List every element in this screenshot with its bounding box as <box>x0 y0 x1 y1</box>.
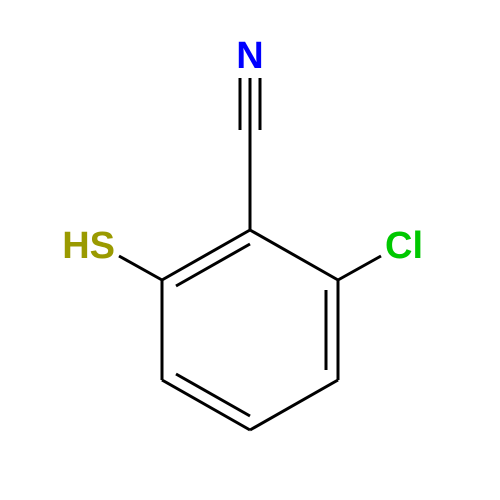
chlorine-label: Cl <box>385 225 423 267</box>
molecule-diagram: N HS Cl <box>0 0 500 500</box>
bond-c3-c4 <box>250 380 338 430</box>
bond-c2-cl <box>338 256 381 280</box>
thiol-label: HS <box>62 225 115 267</box>
bond-c1-c2 <box>250 230 338 280</box>
bond-c6-c1-a <box>162 230 250 280</box>
nitrogen-label: N <box>236 35 263 77</box>
bond-c4-c5-a <box>162 380 250 430</box>
benzene-ring <box>162 230 338 430</box>
nitrile-triple-bond <box>240 78 260 130</box>
bond-c6-sh <box>119 256 162 280</box>
